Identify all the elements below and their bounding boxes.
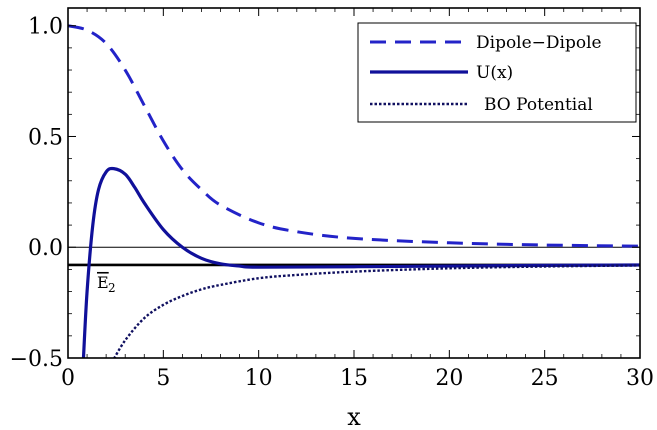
x-axis-title: x [347, 403, 361, 430]
series-u-x [81, 166, 640, 358]
legend-label-dipole-dipole: Dipole−Dipole [476, 33, 602, 53]
x-tick-label: 30 [626, 366, 654, 391]
y-tick-label: 0.5 [28, 125, 63, 150]
labels-layer: E 20 5 10 15 20 25 30−0.50.00.51.0 [10, 15, 654, 391]
x-tick-label: 15 [340, 366, 368, 391]
y-tick-label: 1.0 [28, 15, 63, 40]
x-tick-label: 25 [531, 366, 559, 391]
legend: Dipole−Dipole U(x) BO Potential [357, 22, 637, 123]
legend-label-u-x: U(x) [476, 63, 513, 83]
x-tick-label: 5 [156, 366, 170, 391]
ticks-layer [67, 8, 641, 359]
y-tick-label: 0.0 [28, 236, 63, 261]
series-bo-potential [112, 264, 640, 358]
x-tick-label: 0 [61, 366, 75, 391]
energy-level-subscript: 2 [108, 281, 116, 295]
x-tick-label: 20 [435, 366, 463, 391]
y-tick-label: −0.5 [10, 347, 63, 372]
plot-layer [68, 24, 640, 358]
x-tick-label: 10 [245, 366, 273, 391]
energy-level-label: E [97, 273, 109, 292]
series-dipole-dipole [68, 24, 640, 248]
legend-label-bo-potential: BO Potential [484, 95, 593, 115]
